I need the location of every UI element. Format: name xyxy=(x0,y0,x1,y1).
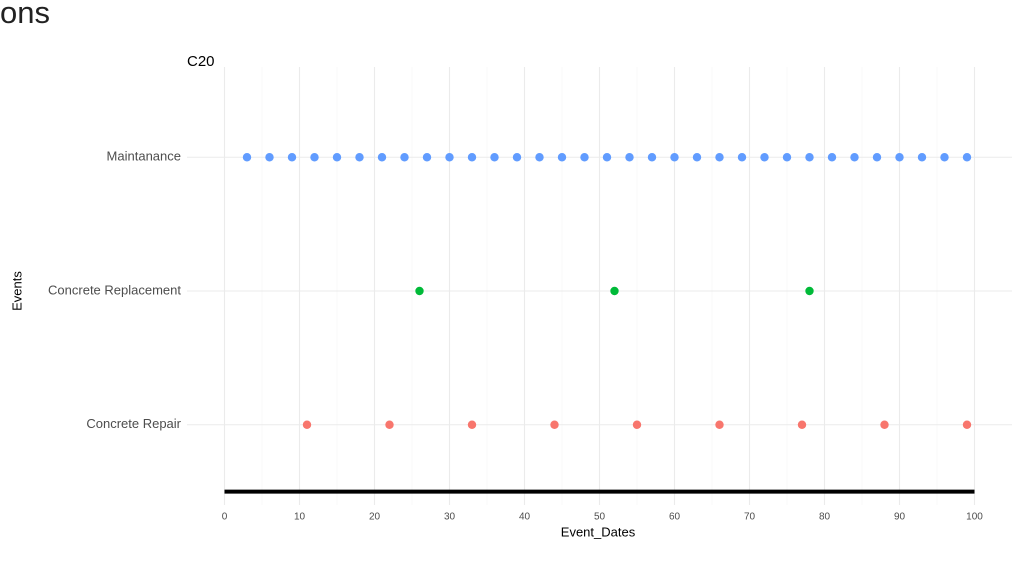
x-tick-label: 20 xyxy=(369,512,381,523)
point xyxy=(715,153,724,162)
point xyxy=(265,153,274,162)
point xyxy=(872,153,882,162)
point xyxy=(287,153,297,162)
point xyxy=(242,153,252,162)
point xyxy=(625,153,634,162)
chart-title: C20 xyxy=(187,53,215,70)
point xyxy=(827,153,837,162)
y-tick-label: Maintanance xyxy=(107,149,181,164)
y-axis-label: Events xyxy=(9,271,24,311)
x-tick-label: 50 xyxy=(594,512,606,523)
point xyxy=(377,153,387,162)
point xyxy=(647,153,657,162)
x-tick-label: 80 xyxy=(819,512,831,523)
point xyxy=(415,286,424,296)
y-tick-label: Concrete Repair xyxy=(86,416,181,431)
point xyxy=(602,153,612,162)
point xyxy=(385,420,394,429)
point xyxy=(490,153,499,162)
point xyxy=(850,153,859,162)
x-tick-label: 70 xyxy=(744,512,756,523)
point xyxy=(302,420,312,429)
x-tick-label: 100 xyxy=(966,512,983,523)
x-tick-label: 60 xyxy=(669,512,681,523)
point xyxy=(917,153,927,162)
point xyxy=(962,420,972,429)
x-tick-label: 10 xyxy=(294,512,306,523)
x-axis-label: Event_Dates xyxy=(561,524,636,539)
point xyxy=(782,153,792,162)
point xyxy=(332,153,342,162)
point xyxy=(797,420,807,429)
point xyxy=(550,420,559,429)
point xyxy=(880,420,889,429)
point xyxy=(557,153,567,162)
point xyxy=(760,153,769,162)
x-tick-label: 90 xyxy=(894,512,906,523)
point xyxy=(610,286,619,296)
point xyxy=(895,153,904,162)
point xyxy=(355,153,364,162)
point xyxy=(310,153,319,162)
point xyxy=(805,286,814,296)
point xyxy=(632,420,642,429)
point xyxy=(940,153,949,162)
point xyxy=(580,153,589,162)
point xyxy=(467,153,477,162)
y-tick-label: Concrete Replacement xyxy=(48,282,181,297)
point xyxy=(400,153,409,162)
point xyxy=(962,153,972,162)
x-tick-label: 40 xyxy=(519,512,531,523)
point xyxy=(467,420,477,429)
point xyxy=(715,420,724,429)
x-tick-label: 0 xyxy=(222,512,228,523)
point xyxy=(422,153,432,162)
page-title: ons xyxy=(0,0,50,30)
point xyxy=(535,153,544,162)
x-tick-label: 30 xyxy=(444,512,456,523)
point xyxy=(737,153,747,162)
point xyxy=(805,153,814,162)
point xyxy=(445,153,454,162)
point xyxy=(512,153,522,162)
point xyxy=(670,153,679,162)
point xyxy=(692,153,702,162)
